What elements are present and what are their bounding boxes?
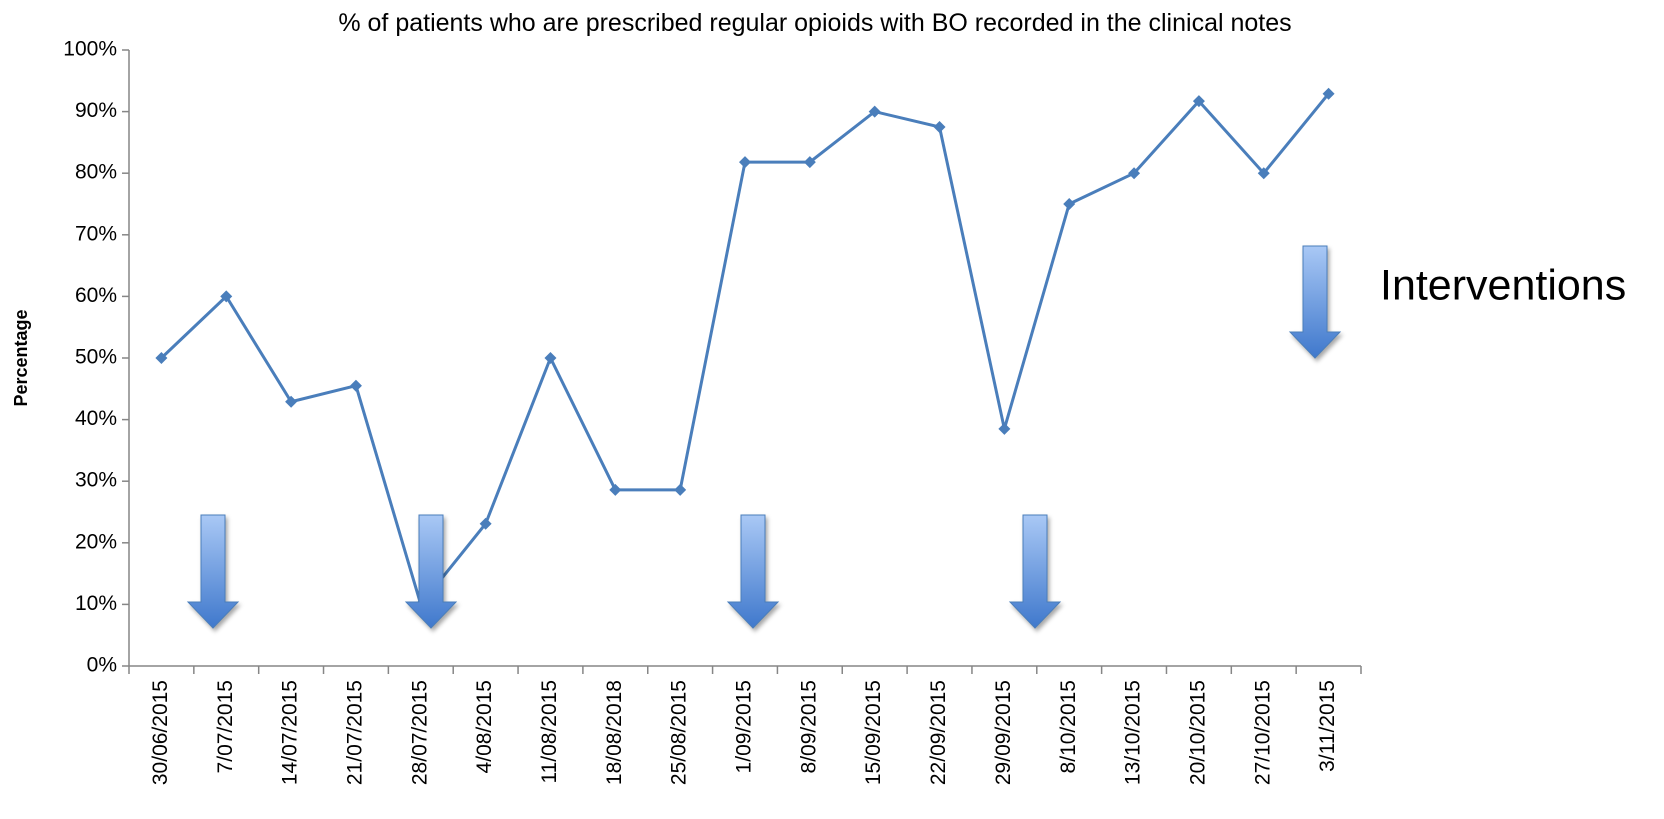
y-tick-label: 30% xyxy=(75,469,117,492)
y-tick-label: 40% xyxy=(75,407,117,430)
data-point xyxy=(1063,198,1076,210)
x-tick-label: 29/09/2015 xyxy=(992,680,1015,785)
y-axis-label: Percentage xyxy=(11,309,31,406)
data-point xyxy=(933,121,946,133)
data-point xyxy=(349,379,362,392)
y-tick-label: 80% xyxy=(75,161,117,184)
x-tick-label: 21/07/2015 xyxy=(343,680,366,785)
data-point xyxy=(155,352,168,364)
y-tick-label: 60% xyxy=(75,284,117,307)
data-point xyxy=(285,395,298,408)
y-tick-label: 90% xyxy=(75,99,117,122)
data-point xyxy=(609,483,622,496)
x-tick-label: 22/09/2015 xyxy=(927,680,950,785)
data-point xyxy=(739,156,751,169)
data-point xyxy=(1322,87,1335,100)
x-tick-label: 1/09/2015 xyxy=(733,680,756,773)
y-tick-label: 100% xyxy=(63,38,117,61)
legend-arrow xyxy=(1288,245,1342,359)
intervention-arrow xyxy=(1008,514,1062,629)
data-point xyxy=(220,290,233,303)
chart-title: % of patients who are prescribed regular… xyxy=(338,9,1292,37)
x-tick-label: 30/06/2015 xyxy=(149,680,172,785)
data-point xyxy=(998,422,1011,435)
x-tick-label: 3/11/2015 xyxy=(1316,680,1339,772)
x-tick-label: 11/08/2015 xyxy=(538,680,561,784)
x-tick-label: 14/07/2015 xyxy=(279,680,302,785)
data-point xyxy=(1257,167,1270,180)
data-point xyxy=(544,352,557,364)
x-tick-label: 15/09/2015 xyxy=(862,680,885,785)
intervention-arrow xyxy=(726,514,780,629)
x-tick-label: 4/08/2015 xyxy=(473,680,496,773)
x-tick-label: 13/10/2015 xyxy=(1122,680,1145,785)
intervention-arrow xyxy=(404,514,458,629)
x-tick-label: 7/07/2015 xyxy=(214,680,237,773)
data-point xyxy=(674,483,687,496)
intervention-arrow xyxy=(186,514,240,629)
x-tick-label: 28/07/2015 xyxy=(408,680,431,785)
data-point xyxy=(868,105,881,118)
x-tick-label: 27/10/2015 xyxy=(1251,680,1274,785)
y-tick-label: 20% xyxy=(75,530,117,553)
y-tick-label: 50% xyxy=(75,346,117,369)
data-point xyxy=(479,517,492,530)
data-point xyxy=(1128,167,1141,180)
x-tick-label: 18/08/2018 xyxy=(603,680,626,785)
y-tick-label: 70% xyxy=(75,222,117,245)
y-tick-label: 0% xyxy=(87,654,117,677)
y-tick-label: 10% xyxy=(75,592,117,615)
x-tick-label: 8/10/2015 xyxy=(1057,680,1080,773)
data-point xyxy=(803,156,816,169)
legend-label: Interventions xyxy=(1380,261,1626,309)
x-tick-label: 25/08/2015 xyxy=(668,680,691,785)
data-point xyxy=(1192,95,1205,108)
x-tick-label: 8/09/2015 xyxy=(797,680,820,773)
x-tick-label: 20/10/2015 xyxy=(1186,680,1209,785)
